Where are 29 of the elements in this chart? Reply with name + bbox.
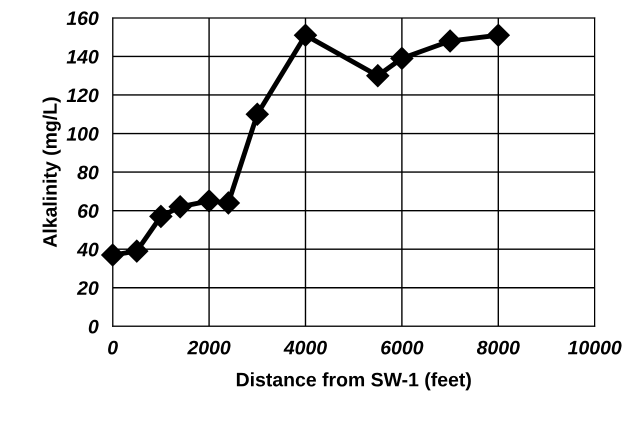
x-tick-label: 8000 xyxy=(476,340,520,354)
x-tick-label: 10000 xyxy=(568,340,622,354)
point xyxy=(198,190,221,213)
point xyxy=(216,191,240,214)
y-tick-label: 120 xyxy=(66,88,99,102)
y-tick-label: 140 xyxy=(66,50,99,64)
point xyxy=(438,30,462,53)
point xyxy=(149,204,172,228)
y-tick-label: 60 xyxy=(78,204,99,218)
x-tick-label: 4000 xyxy=(284,340,327,354)
point xyxy=(101,243,124,266)
y-tick-label: 80 xyxy=(77,166,99,180)
point xyxy=(390,46,414,70)
y-axis-title: Alkalinity (mg/L) xyxy=(42,97,61,248)
point xyxy=(366,64,390,88)
y-tick-label: 40 xyxy=(76,242,99,256)
point xyxy=(125,240,148,263)
y-tick-label: 0 xyxy=(88,320,99,334)
point xyxy=(486,24,510,47)
y-tick-label: 100 xyxy=(66,127,99,141)
y-tick-label: 160 xyxy=(66,11,99,26)
x-tick-label: 0 xyxy=(108,340,118,354)
point xyxy=(294,24,317,47)
y-tick-label: 20 xyxy=(76,281,99,295)
x-tick-label: 6000 xyxy=(381,340,424,354)
x-axis-title: Distance from SW-1 (feet) xyxy=(236,372,471,390)
x-tick-label: 2000 xyxy=(187,340,231,354)
point xyxy=(168,195,192,218)
point xyxy=(246,102,269,126)
